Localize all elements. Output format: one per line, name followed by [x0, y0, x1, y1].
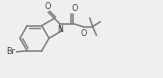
Text: N: N — [57, 25, 63, 34]
Text: O: O — [81, 29, 87, 38]
Text: O: O — [45, 2, 51, 11]
Text: Br: Br — [7, 47, 15, 56]
Text: O: O — [72, 4, 78, 13]
